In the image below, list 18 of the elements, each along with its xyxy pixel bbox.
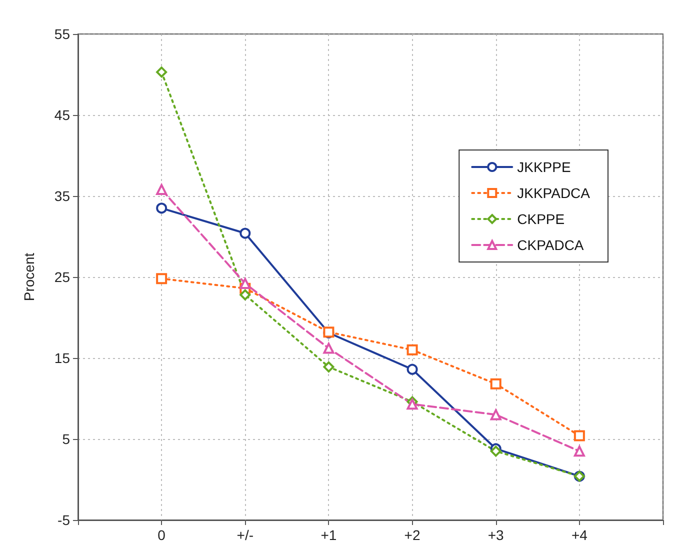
legend-label: JKKPADCA xyxy=(517,185,591,201)
y-tick-label: 5 xyxy=(62,431,70,447)
y-tick-label: 15 xyxy=(54,350,70,366)
y-tick-label: 35 xyxy=(54,188,70,204)
x-tick-label: +2 xyxy=(404,527,420,543)
y-tick-label: 45 xyxy=(54,107,70,123)
y-axis-title: Procent xyxy=(21,252,37,302)
legend-label: CKPADCA xyxy=(517,237,584,253)
y-tick-label: -5 xyxy=(58,512,70,528)
y-tick-label: 55 xyxy=(54,26,70,42)
x-tick-label: +3 xyxy=(488,527,504,543)
legend-label: JKKPPE xyxy=(517,159,571,175)
legend-label: CKPPE xyxy=(517,211,565,227)
y-tick-label: 25 xyxy=(54,269,70,285)
x-tick-label: +4 xyxy=(571,527,588,543)
x-tick-label: +/- xyxy=(236,527,254,543)
x-tick-label: +1 xyxy=(320,527,337,543)
x-tick-label: 0 xyxy=(158,527,166,543)
